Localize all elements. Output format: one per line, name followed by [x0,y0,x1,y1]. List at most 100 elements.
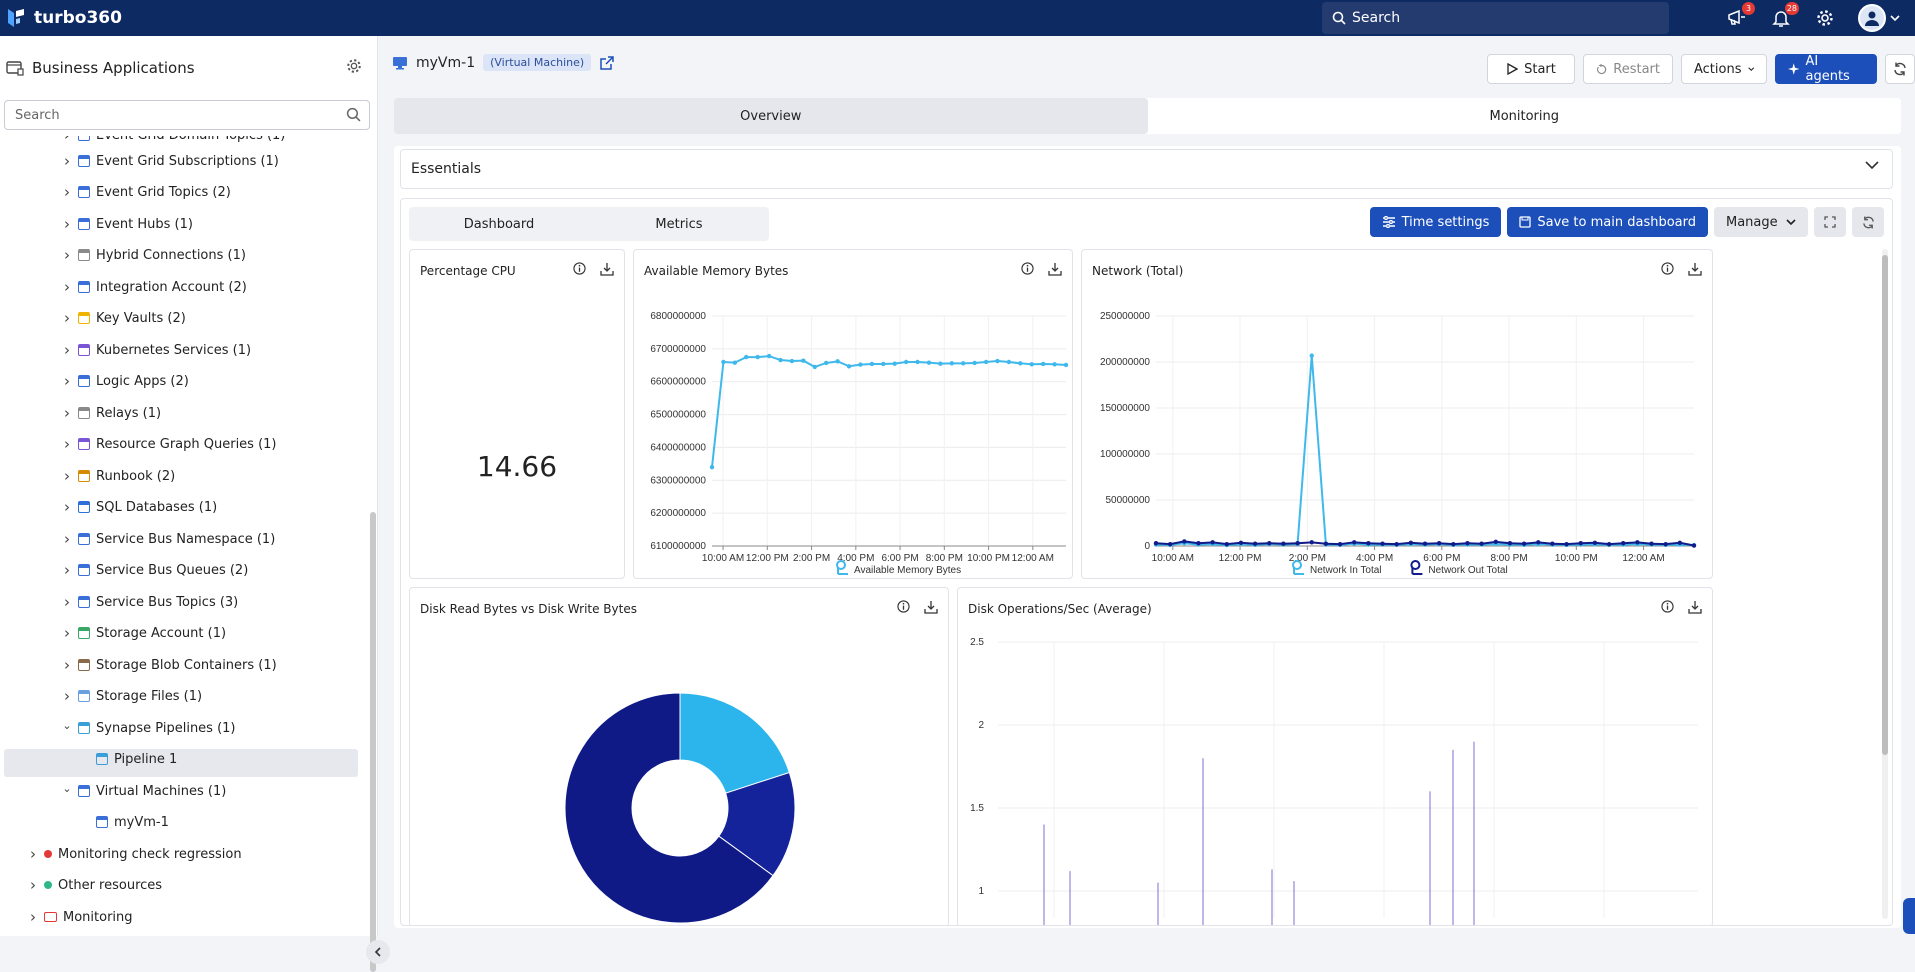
restart-button[interactable]: Restart [1583,54,1673,84]
y-tick-label: 6500000000 [650,410,706,421]
chevron-right-icon[interactable]: › [64,656,70,674]
essentials-panel[interactable]: Essentials [400,149,1893,189]
chevron-right-icon[interactable]: › [64,498,70,516]
tree-item[interactable]: › Relays (1) [62,398,161,428]
y-tick-label: 150000000 [1100,403,1150,414]
tree-item[interactable]: › Service Bus Queues (2) [62,555,248,585]
chevron-right-icon[interactable]: › [64,624,70,642]
info-icon[interactable] [897,600,910,613]
tree-item[interactable]: › Monitoring check regression [28,839,242,869]
tree-item[interactable]: › Runbook (2) [62,461,175,491]
chevron-right-icon[interactable]: › [64,309,70,327]
data-point [812,364,817,370]
chevron-right-icon[interactable]: › [64,467,70,485]
sidebar-scrollbar[interactable] [370,512,376,972]
chevron-right-icon[interactable]: › [64,152,70,170]
chevron-right-icon[interactable]: › [64,246,70,264]
info-icon[interactable] [573,262,586,275]
start-button[interactable]: Start [1487,54,1575,84]
tree-item[interactable]: › Storage Account (1) [62,618,226,648]
tree-item[interactable]: › Logic Apps (2) [62,366,189,396]
tree-item[interactable]: › Key Vaults (2) [62,303,186,333]
chevron-down-icon[interactable]: ⌄ [62,781,72,795]
chevron-right-icon[interactable]: › [62,136,72,144]
x-tick-label: 10:00 PM [1555,553,1598,564]
tree-item-label: Event Hubs (1) [96,216,193,232]
tree-item[interactable]: › Service Bus Topics (3) [62,587,238,617]
refresh-button[interactable] [1885,54,1915,84]
tree-item[interactable]: › Resource Graph Queries (1) [62,429,277,459]
chevron-right-icon[interactable]: › [64,404,70,422]
data-point [1323,541,1329,546]
sidebar-search-input[interactable]: Search [4,100,370,130]
tree-item[interactable]: › Monitoring [28,902,133,932]
data-point [1436,541,1442,546]
tree-item[interactable]: ⌄ Synapse Pipelines (1) [62,713,235,743]
time-settings-button[interactable]: Time settings [1369,207,1502,237]
ai-agents-button[interactable]: AI agents [1775,54,1877,84]
notifications-button[interactable]: 28 [1769,2,1799,30]
collapse-sidebar-button[interactable] [366,940,390,964]
settings-button[interactable] [1813,6,1837,30]
tree-item[interactable]: › Other resources [28,870,162,900]
download-icon[interactable] [600,262,614,276]
dashboard-scrollbar[interactable] [1882,255,1888,755]
app-logo[interactable]: turbo360 [6,7,122,29]
announcements-button[interactable]: 3 [1725,2,1755,30]
tree-item[interactable]: › Service Bus Namespace (1) [62,524,275,554]
actions-dropdown[interactable]: Actions [1681,54,1767,84]
chevron-down-icon[interactable]: ⌄ [62,718,72,732]
chevron-right-icon[interactable]: › [64,183,70,201]
manage-dropdown[interactable]: Manage [1714,207,1808,237]
side-panel-tab[interactable] [1903,898,1915,934]
subtab-metrics[interactable]: Metrics [589,207,769,241]
tree-item[interactable]: › Event Grid Domain Topics (1) [62,136,285,150]
tree-item[interactable]: › Integration Account (2) [62,272,247,302]
info-icon[interactable] [1661,600,1674,613]
resource-icon [78,438,90,450]
y-tick-label: 50000000 [1106,495,1151,506]
dashboard-refresh-button[interactable] [1852,207,1884,237]
chevron-right-icon[interactable]: › [64,278,70,296]
tree-item[interactable]: myVm-1 [90,807,169,837]
tree-item[interactable]: Pipeline 1 [90,744,177,774]
tree-item[interactable]: › Storage Blob Containers (1) [62,650,277,680]
chevron-right-icon[interactable]: › [64,561,70,579]
save-to-main-dashboard-button[interactable]: Save to main dashboard [1507,207,1708,237]
tree-item[interactable]: › Event Grid Subscriptions (1) [62,146,279,176]
chevron-right-icon[interactable]: › [64,372,70,390]
network-chart: 0 50000000 100000000 150000000 200000000 2500… [1100,311,1697,576]
chevron-right-icon[interactable]: › [64,341,70,359]
external-link-icon[interactable] [599,55,615,71]
download-icon[interactable] [1048,262,1062,276]
chevron-right-icon[interactable]: › [64,215,70,233]
tree-item[interactable]: › Storage Files (1) [62,681,202,711]
tree-item[interactable]: › Hybrid Connections (1) [62,240,246,270]
download-icon[interactable] [1688,262,1702,276]
data-point [1252,541,1258,546]
info-icon[interactable] [1021,262,1034,275]
tab-overview[interactable]: Overview [394,98,1148,134]
download-icon[interactable] [1688,600,1702,614]
global-search[interactable]: Search [1322,2,1669,34]
chevron-right-icon[interactable]: › [64,687,70,705]
chevron-right-icon[interactable]: › [64,435,70,453]
tree-item[interactable]: › Kubernetes Services (1) [62,335,251,365]
sidebar-settings-icon[interactable] [346,58,362,74]
info-icon[interactable] [1661,262,1674,275]
chevron-right-icon[interactable]: › [64,593,70,611]
tab-monitoring[interactable]: Monitoring [1489,108,1560,124]
fullscreen-button[interactable] [1814,207,1846,237]
tree-item[interactable]: › SQL Databases (1) [62,492,217,522]
download-icon[interactable] [924,600,938,614]
resource-icon [78,690,90,702]
user-menu[interactable] [1857,4,1901,32]
chevron-right-icon[interactable]: › [30,876,36,894]
chevron-right-icon[interactable]: › [64,530,70,548]
subtab-dashboard[interactable]: Dashboard [463,216,535,232]
chevron-right-icon[interactable]: › [30,845,36,863]
chevron-right-icon[interactable]: › [30,908,36,926]
tree-item[interactable]: ⌄ Virtual Machines (1) [62,776,226,806]
tree-item[interactable]: › Event Grid Topics (2) [62,177,231,207]
tree-item[interactable]: › Event Hubs (1) [62,209,193,239]
